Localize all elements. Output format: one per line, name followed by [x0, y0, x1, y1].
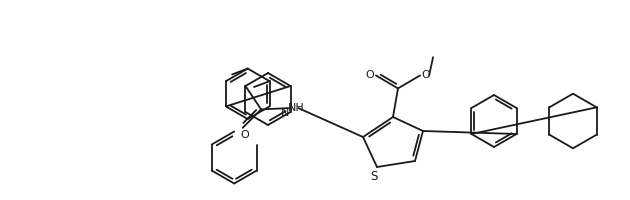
Text: S: S	[370, 170, 378, 183]
Text: O: O	[240, 129, 249, 139]
Text: N: N	[282, 107, 290, 117]
Text: NH: NH	[288, 103, 305, 113]
Text: O: O	[421, 70, 430, 80]
Text: O: O	[365, 70, 374, 80]
